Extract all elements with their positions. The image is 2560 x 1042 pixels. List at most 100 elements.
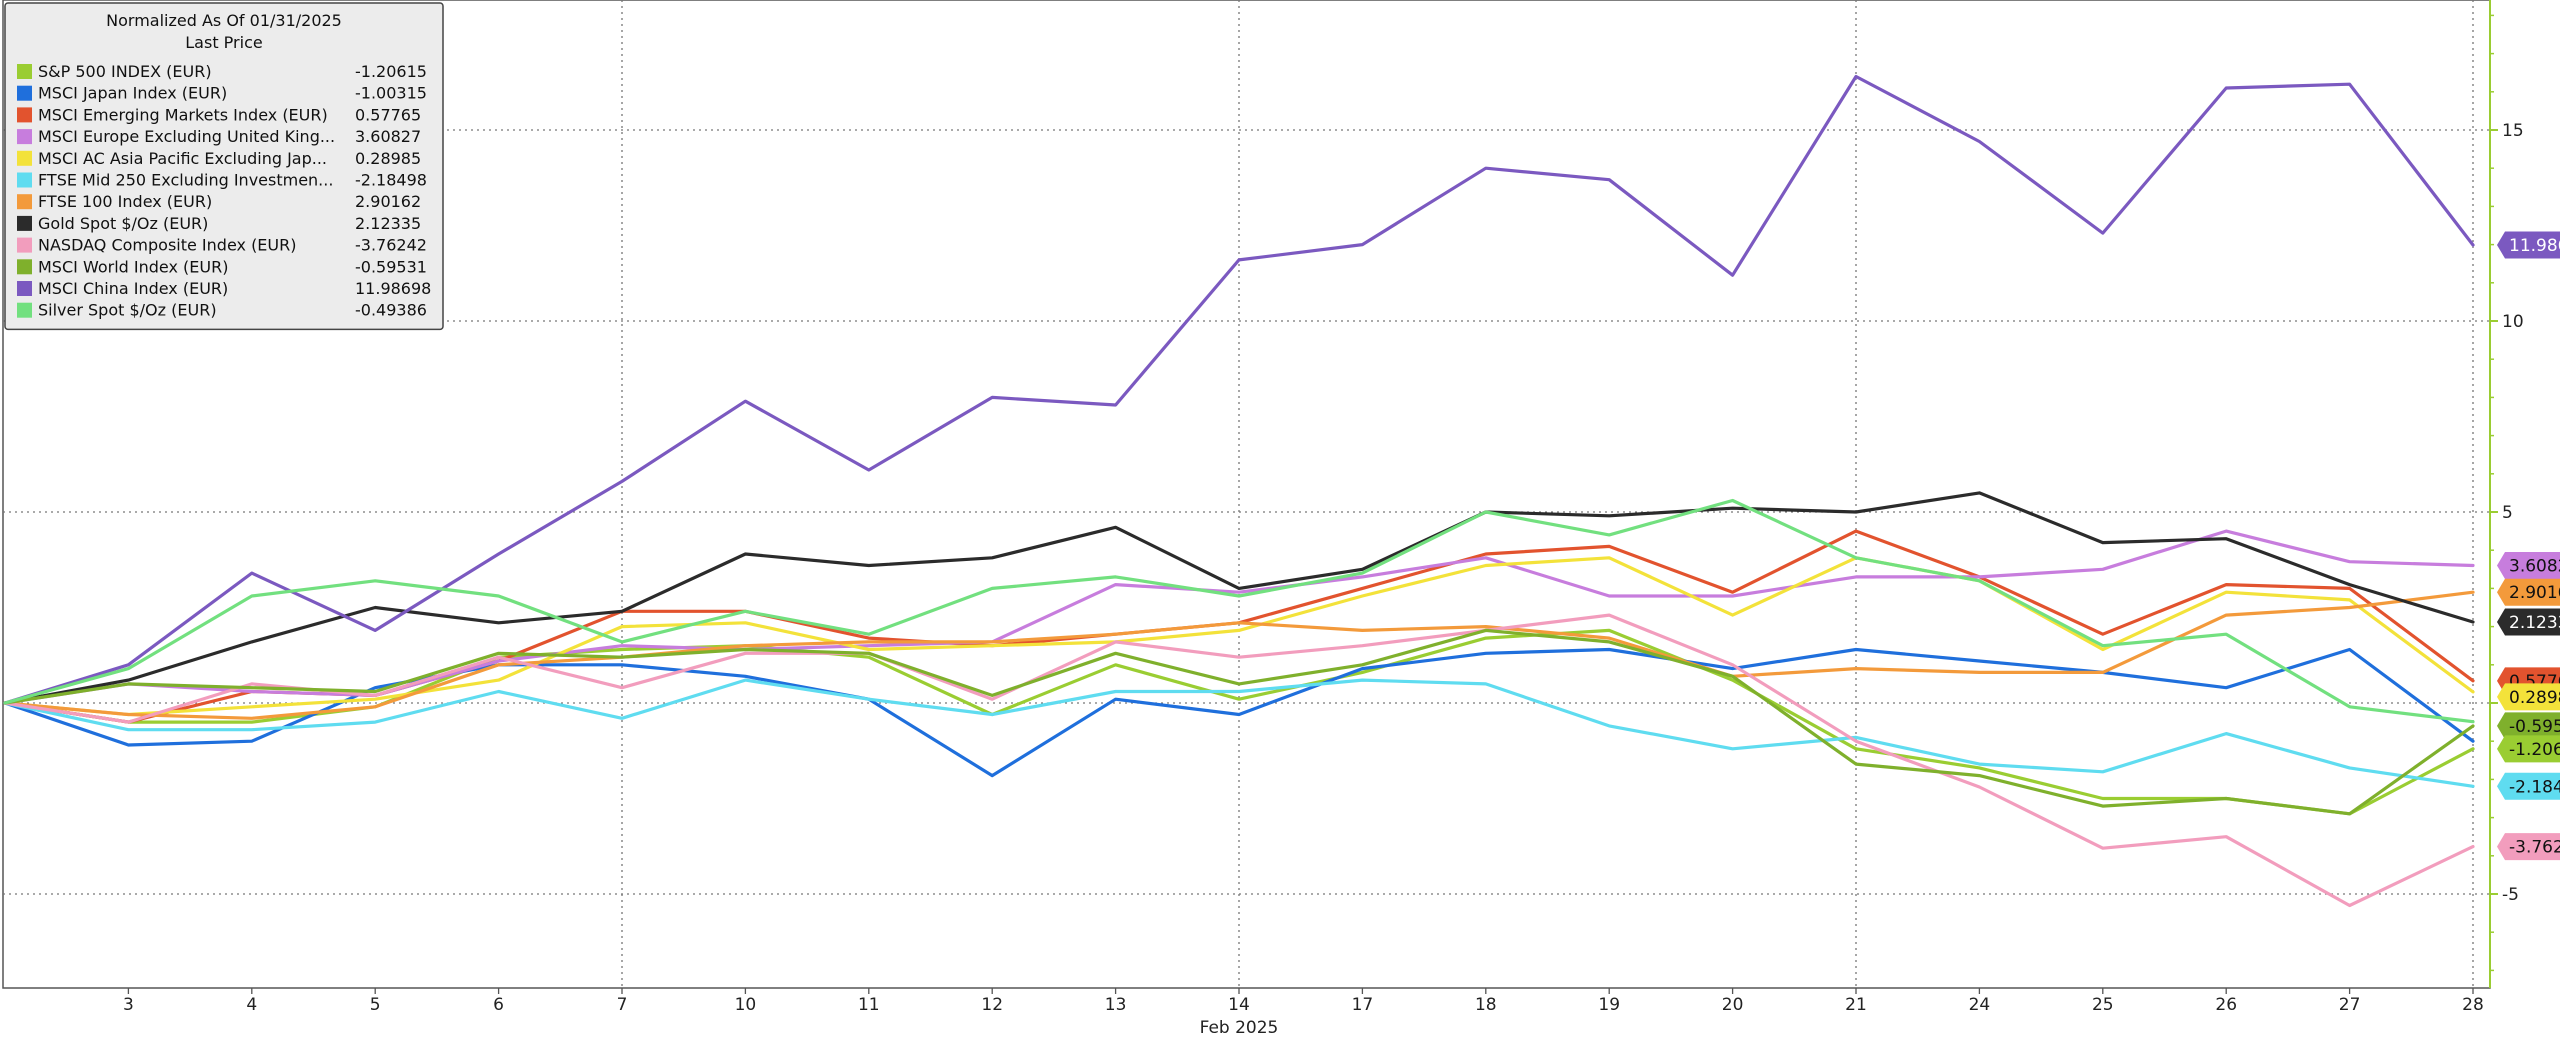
x-tick-label: 21 (1845, 995, 1867, 1015)
x-tick-label: 27 (2339, 995, 2361, 1015)
value-tag: 11.98698 (2497, 231, 2560, 259)
legend-swatch (17, 302, 32, 318)
value-tag-text: -0.59531 (2509, 717, 2560, 737)
x-tick-label: 26 (2215, 995, 2237, 1015)
legend-series-name: MSCI Emerging Markets Index (EUR) (38, 105, 328, 124)
value-tag: -3.76242 (2497, 833, 2560, 861)
series-line-12 (3, 498, 2475, 724)
value-tag: 0.28985 (2497, 683, 2560, 711)
value-tag: -2.18498 (2497, 772, 2560, 800)
legend: Normalized As Of 01/31/2025 Last Price S&P… (4, 2, 444, 331)
legend-series-value: -3.76242 (355, 236, 427, 255)
x-tick-label: 10 (735, 995, 757, 1015)
legend-series-name: Gold Spot $/Oz (EUR) (38, 214, 208, 233)
legend-swatch (17, 237, 32, 253)
series-line-6 (3, 678, 2475, 788)
x-tick-label: 3 (123, 995, 134, 1015)
value-tag: 2.12335 (2497, 608, 2560, 636)
legend-series-name: NASDAQ Composite Index (EUR) (38, 236, 296, 255)
series-lines (3, 74, 2475, 908)
legend-swatch (17, 215, 32, 231)
value-tag-text: -2.18498 (2509, 777, 2560, 797)
legend-series-name: FTSE 100 Index (EUR) (38, 192, 212, 211)
legend-swatch (17, 129, 32, 145)
value-tag-bg (2497, 772, 2560, 800)
series-line-11 (3, 74, 2475, 705)
value-tag-bg (2497, 712, 2560, 740)
legend-series-value: 0.28985 (355, 149, 421, 168)
legend-swatch (17, 281, 32, 296)
legend-swatch (17, 172, 32, 188)
x-tick-label: 5 (370, 995, 381, 1015)
legend-series-value: 2.90162 (355, 192, 421, 211)
legend-series-name: MSCI China Index (EUR) (38, 279, 228, 298)
legend-series-value: -0.49386 (355, 301, 427, 320)
legend-series-value: -2.18498 (355, 171, 427, 190)
y-tick-label: 10 (2502, 312, 2524, 332)
y-axis-ticks: -5 5 10 15 (2490, 14, 2524, 972)
value-tag-text: 0.28985 (2509, 688, 2560, 708)
x-tick-label: 14 (1228, 995, 1250, 1015)
series-line-1 (3, 628, 2475, 816)
value-tag-bg (2497, 551, 2560, 579)
legend-box (4, 2, 444, 331)
value-tag-text: -1.20615 (2509, 740, 2560, 760)
value-tag-text: 11.98698 (2509, 236, 2560, 256)
legend-series-name: Silver Spot $/Oz (EUR) (38, 301, 217, 320)
legend-swatch (17, 194, 32, 210)
y-tick-label: 5 (2502, 503, 2513, 523)
series-line-7 (3, 590, 2475, 720)
x-axis-label: Feb 2025 (1200, 1018, 1279, 1038)
x-tick-label: 18 (1475, 995, 1497, 1015)
value-tag-bg (2497, 683, 2560, 711)
legend-title: Normalized As Of 01/31/2025 (106, 11, 342, 30)
legend-series-value: -0.59531 (355, 257, 427, 276)
x-tick-label: 19 (1598, 995, 1620, 1015)
x-tick-label: 4 (246, 995, 257, 1015)
legend-series-value: 2.12335 (355, 214, 421, 233)
value-tag-text: 2.90162 (2509, 583, 2560, 603)
x-tick-label: 25 (2092, 995, 2114, 1015)
y-tick-label: 15 (2502, 121, 2524, 141)
legend-swatch (17, 64, 32, 79)
value-tag-text: -3.76242 (2509, 838, 2560, 858)
value-tag-text: 3.60827 (2509, 556, 2560, 576)
x-tick-label: 20 (1722, 995, 1744, 1015)
series-line-10 (3, 628, 2475, 816)
value-tag-bg (2497, 833, 2560, 861)
value-tag-bg (2497, 735, 2560, 763)
legend-series-name: MSCI AC Asia Pacific Excluding Jap... (38, 149, 327, 168)
legend-swatch (17, 259, 32, 275)
legend-series-name: MSCI Europe Excluding United King... (38, 127, 335, 146)
value-tag-text: 2.12335 (2509, 613, 2560, 633)
value-tag: 3.60827 (2497, 551, 2560, 579)
x-tick-label: 7 (617, 995, 628, 1015)
x-axis-ticks: 3 4 5 6 7 10 11 12 13 14 17 18 19 20 21 24 25 26 27 28 (123, 988, 2484, 1015)
value-tag-bg (2497, 231, 2560, 259)
value-tags: 11.986983.608272.901622.123350.577650.28… (2497, 231, 2560, 861)
legend-series-value: 0.57765 (355, 105, 421, 124)
legend-series-name: MSCI Japan Index (EUR) (38, 84, 227, 103)
value-tag: -0.59531 (2497, 712, 2560, 740)
value-tag-bg (2497, 578, 2560, 606)
value-tag-bg (2497, 608, 2560, 636)
legend-subtitle: Last Price (185, 33, 262, 52)
x-tick-label: 11 (858, 995, 880, 1015)
x-tick-label: 17 (1352, 995, 1374, 1015)
x-tick-label: 12 (981, 995, 1003, 1015)
legend-swatch (17, 107, 32, 123)
y-tick-label: -5 (2502, 885, 2519, 905)
value-tag: -1.20615 (2497, 735, 2560, 763)
legend-series-value: -1.20615 (355, 62, 427, 81)
x-tick-label: 28 (2462, 995, 2484, 1015)
x-tick-label: 6 (493, 995, 504, 1015)
legend-series-name: S&P 500 INDEX (EUR) (38, 62, 212, 81)
legend-series-value: 11.98698 (355, 279, 431, 298)
legend-series-value: 3.60827 (355, 127, 421, 146)
series-line-8 (3, 491, 2475, 705)
legend-swatch (17, 85, 32, 101)
legend-series-name: MSCI World Index (EUR) (38, 257, 228, 276)
series-line-9 (3, 613, 2475, 908)
